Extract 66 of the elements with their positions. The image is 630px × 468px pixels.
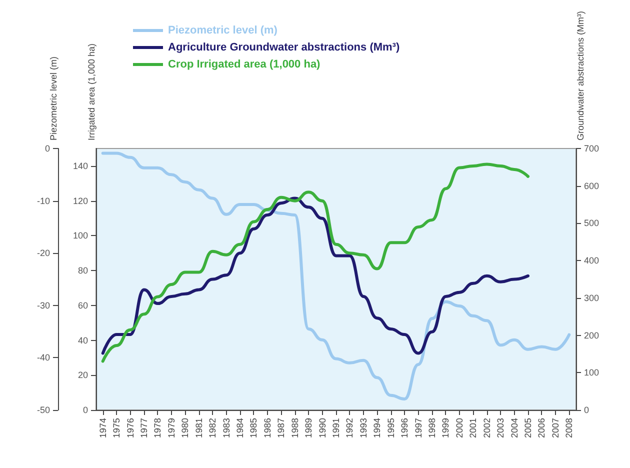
y-tick-label: 60 xyxy=(78,300,88,310)
y3-tick-label: -50 xyxy=(36,405,50,415)
y3-tick-label: -10 xyxy=(36,196,50,206)
x-tick-label: 2001 xyxy=(468,418,478,438)
y-axis-title: Irrigated area (1,000 ha) xyxy=(86,43,96,141)
y3-axis-title: Piezometric level (m) xyxy=(48,56,58,141)
x-tick-label: 1987 xyxy=(276,418,286,438)
legend-label: Agriculture Groundwater abstractions (Mm³) xyxy=(168,42,400,54)
y2-tick-label: 600 xyxy=(584,180,600,191)
y2-tick-label: 300 xyxy=(584,292,600,303)
x-tick-label: 1983 xyxy=(221,418,232,438)
x-tick-label: 1982 xyxy=(208,418,218,438)
line-series xyxy=(101,162,530,363)
y-tick-label: 20 xyxy=(78,370,88,380)
x-tick-label: 1993 xyxy=(358,418,368,438)
x-tick-label: 2006 xyxy=(536,418,547,438)
x-tick-label: 1985 xyxy=(248,418,259,438)
x-tick-label: 1996 xyxy=(400,418,410,438)
x-tick-label: 1994 xyxy=(372,418,382,438)
line-series xyxy=(101,196,530,355)
y3-tick-label: -30 xyxy=(36,300,50,310)
y-tick-label: 40 xyxy=(78,335,88,346)
x-tick-label: 2004 xyxy=(509,418,520,438)
x-tick-label: 1976 xyxy=(125,418,136,438)
x-tick-label: 1986 xyxy=(262,418,272,438)
x-tick-label: 1999 xyxy=(440,418,451,438)
y-tick-label: 0 xyxy=(82,405,88,415)
line-series xyxy=(101,152,571,401)
legend-label: Crop Irrigated area (1,000 ha) xyxy=(168,58,321,70)
y-tick-label: 80 xyxy=(78,266,88,276)
x-tick-label: 2000 xyxy=(454,418,464,438)
x-tick-label: 1980 xyxy=(180,418,190,438)
x-tick-label: 1979 xyxy=(166,418,176,438)
x-tick-label: 1974 xyxy=(98,418,108,438)
x-tick-label: 1998 xyxy=(427,418,437,438)
y-tick-label: 140 xyxy=(72,160,88,171)
x-tick-label: 1991 xyxy=(331,418,341,438)
y-tick-label: 120 xyxy=(72,196,88,206)
y2-tick-label: 0 xyxy=(584,405,590,415)
x-tick-label: 2003 xyxy=(496,418,506,438)
x-tick-label: 1990 xyxy=(317,418,328,438)
y2-tick-label: 400 xyxy=(584,256,600,266)
x-tick-label: 1997 xyxy=(413,418,424,438)
x-tick-label: 1977 xyxy=(139,418,149,438)
y3-tick-label: 0 xyxy=(44,144,50,154)
y2-axis-title: Groundwater abstractions (Mm³) xyxy=(576,10,586,141)
x-tick-label: 1975 xyxy=(112,418,122,438)
x-tick-label: 2005 xyxy=(523,418,533,438)
y2-tick-label: 700 xyxy=(584,144,600,154)
x-tick-label: 2002 xyxy=(482,418,492,438)
y-tick-label: 100 xyxy=(72,230,88,241)
y2-tick-label: 500 xyxy=(584,218,600,228)
y2-tick-label: 100 xyxy=(584,368,600,378)
legend-label: Piezometric level (m) xyxy=(168,24,278,36)
x-tick-label: 1981 xyxy=(194,418,204,438)
y2-tick-label: 200 xyxy=(584,330,600,340)
x-tick-label: 1978 xyxy=(152,418,163,438)
x-tick-label: 1992 xyxy=(344,418,355,438)
y3-tick-label: -20 xyxy=(36,248,50,258)
x-tick-label: 1995 xyxy=(386,418,396,438)
x-tick-label: 1988 xyxy=(290,418,300,438)
x-tick-label: 2007 xyxy=(550,418,560,438)
x-tick-label: 1984 xyxy=(235,418,245,438)
x-tick-label: 1989 xyxy=(304,418,314,438)
x-tick-label: 2008 xyxy=(564,418,574,438)
y3-tick-label: -40 xyxy=(36,352,50,363)
